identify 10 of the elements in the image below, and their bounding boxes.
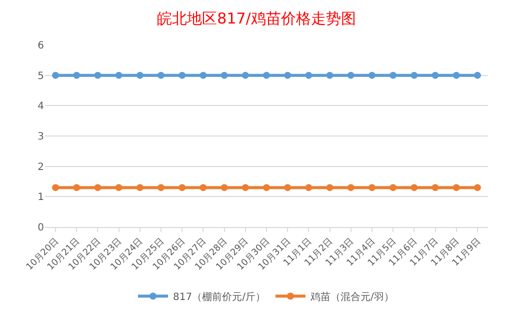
y-tick-label: 5 xyxy=(38,70,44,82)
y-tick-label: 1 xyxy=(38,192,44,204)
legend-label: 817（棚前价元/斤） xyxy=(173,291,266,303)
y-tick-label: 0 xyxy=(38,222,44,234)
y-tick-label: 4 xyxy=(38,101,44,112)
y-tick-label: 3 xyxy=(38,132,44,142)
y-tick-label: 2 xyxy=(38,162,44,173)
chart-title: 皖北地区817/鸡苗价格走势图 xyxy=(157,9,356,28)
y-tick-label: 6 xyxy=(38,40,44,52)
legend-label: 鸡苗（混合元/羽） xyxy=(309,291,394,303)
